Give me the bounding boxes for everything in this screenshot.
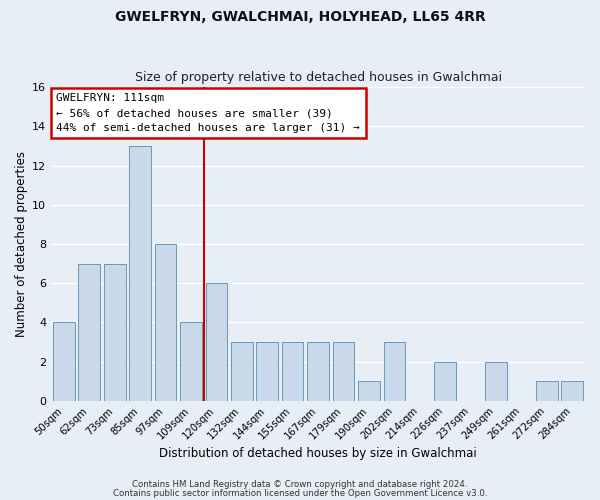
Bar xyxy=(155,244,176,401)
Bar xyxy=(231,342,253,401)
Bar xyxy=(130,146,151,401)
Bar xyxy=(358,382,380,401)
Bar xyxy=(332,342,355,401)
Bar xyxy=(282,342,304,401)
Text: GWELFRYN: 111sqm
← 56% of detached houses are smaller (39)
44% of semi-detached : GWELFRYN: 111sqm ← 56% of detached house… xyxy=(56,94,360,133)
Bar xyxy=(383,342,405,401)
Text: Contains public sector information licensed under the Open Government Licence v3: Contains public sector information licen… xyxy=(113,489,487,498)
Bar xyxy=(104,264,125,401)
Bar xyxy=(536,382,557,401)
Bar xyxy=(562,382,583,401)
X-axis label: Distribution of detached houses by size in Gwalchmai: Distribution of detached houses by size … xyxy=(159,447,477,460)
Y-axis label: Number of detached properties: Number of detached properties xyxy=(15,151,28,337)
Bar xyxy=(256,342,278,401)
Text: Contains HM Land Registry data © Crown copyright and database right 2024.: Contains HM Land Registry data © Crown c… xyxy=(132,480,468,489)
Bar xyxy=(79,264,100,401)
Bar xyxy=(307,342,329,401)
Bar xyxy=(180,322,202,401)
Bar xyxy=(434,362,456,401)
Title: Size of property relative to detached houses in Gwalchmai: Size of property relative to detached ho… xyxy=(134,72,502,85)
Bar xyxy=(53,322,74,401)
Text: GWELFRYN, GWALCHMAI, HOLYHEAD, LL65 4RR: GWELFRYN, GWALCHMAI, HOLYHEAD, LL65 4RR xyxy=(115,10,485,24)
Bar xyxy=(206,283,227,401)
Bar xyxy=(485,362,507,401)
